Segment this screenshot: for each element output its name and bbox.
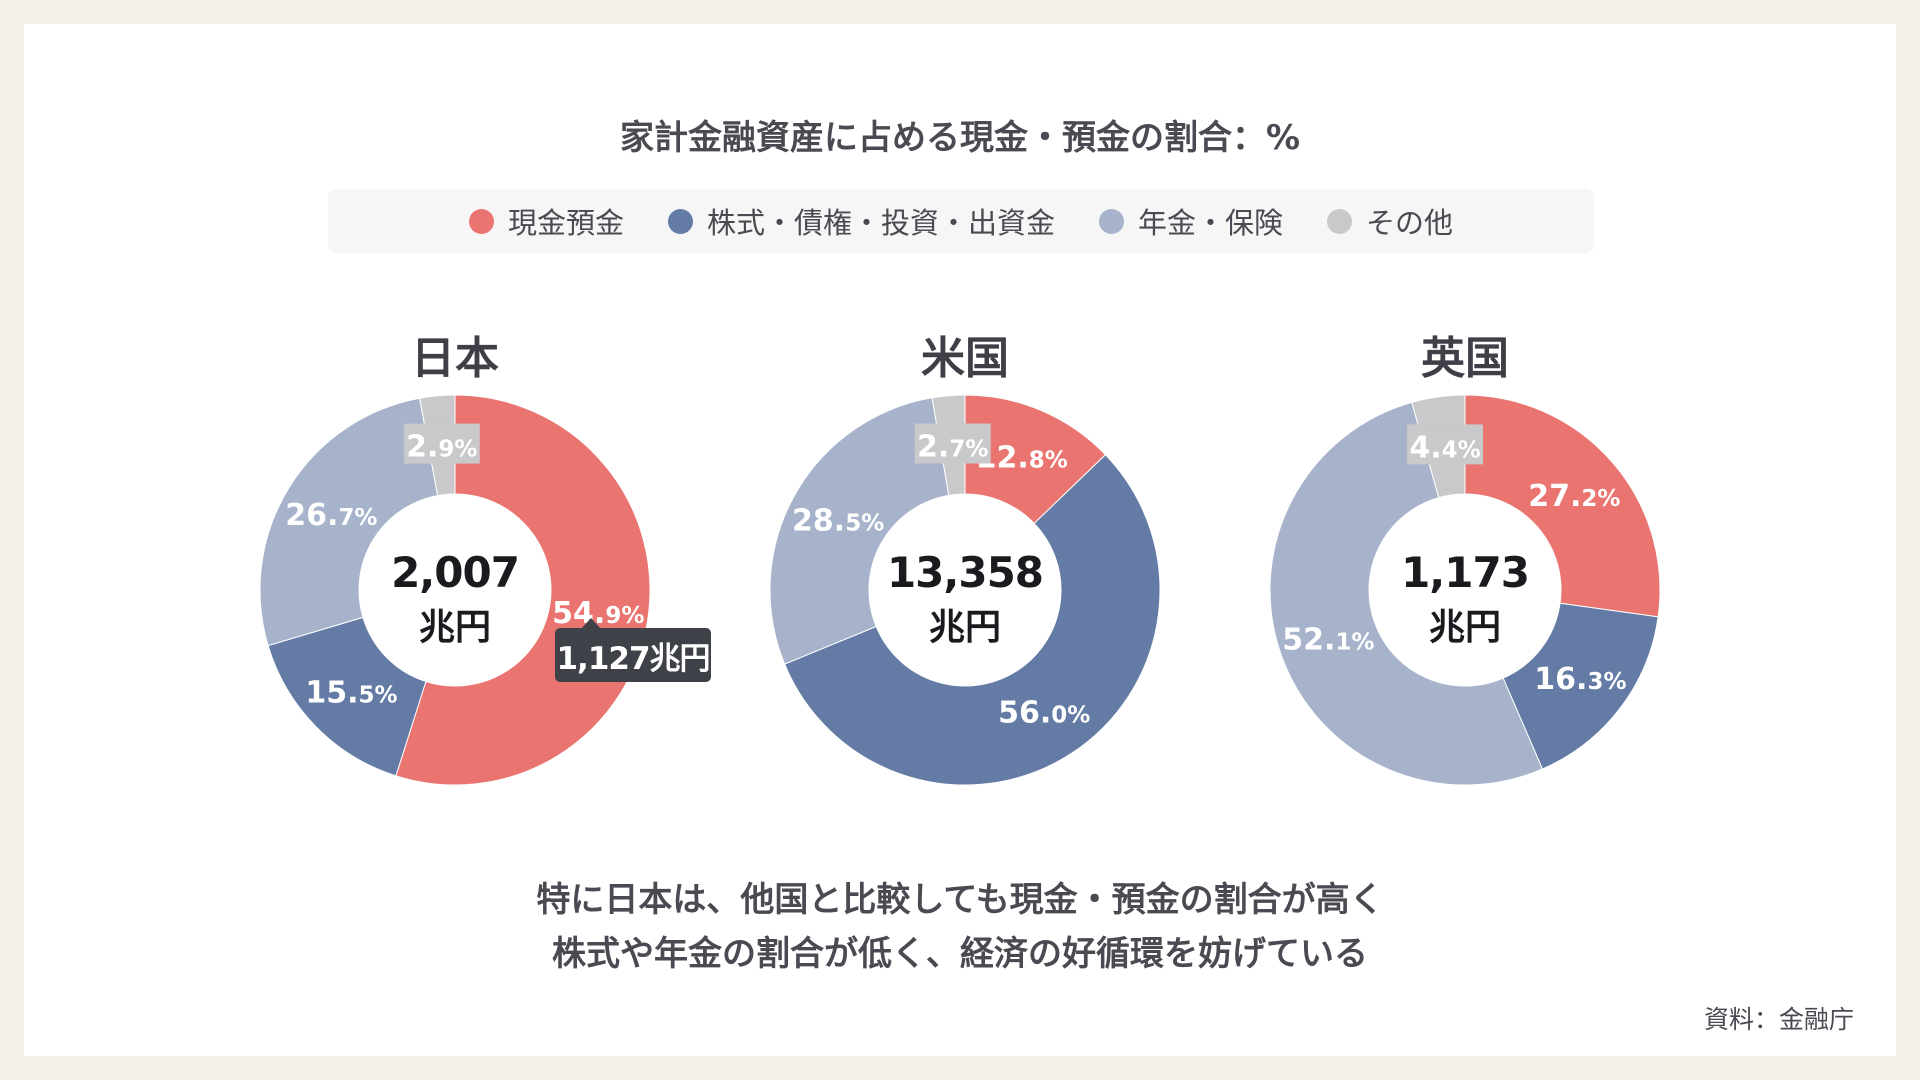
total-uk: 1,173 bbox=[1401, 548, 1530, 597]
legend-label-cash: 現金預金 bbox=[507, 206, 624, 240]
legend-item-pension: 年金・保険 bbox=[1099, 200, 1283, 242]
data-label-cash-2: 27.2% bbox=[1528, 479, 1620, 514]
data-label-text-stocks-0: 15.5% bbox=[305, 676, 397, 711]
total-usa: 13,358 bbox=[886, 548, 1044, 597]
message-line-2: 株式や年金の割合が低く、経済の好循環を妨げている bbox=[552, 934, 1368, 974]
data-label-text-pension-0: 26.7% bbox=[285, 498, 377, 533]
data-label-text-stocks-1: 56.0% bbox=[998, 695, 1090, 730]
data-label-text-cash-2: 27.2% bbox=[1528, 479, 1620, 514]
data-label-stocks-0: 15.5% bbox=[305, 676, 397, 711]
data-label-stocks-1: 56.0% bbox=[998, 695, 1090, 730]
chart-title-japan: 日本 bbox=[411, 333, 499, 384]
legend-item-other: その他 bbox=[1327, 200, 1453, 242]
data-label-text-other-0: 2.9% bbox=[406, 430, 477, 465]
legend-swatch-stocks bbox=[667, 208, 693, 234]
donut-hole-1 bbox=[869, 494, 1061, 686]
unit-uk: 兆円 bbox=[1428, 607, 1501, 648]
unit-japan: 兆円 bbox=[418, 607, 491, 648]
legend-swatch-cash bbox=[468, 208, 494, 234]
unit-usa: 兆円 bbox=[928, 607, 1001, 648]
data-label-bg-other-0 bbox=[403, 423, 480, 464]
data-label-other-2: 4.4% bbox=[1407, 424, 1484, 465]
chart-title: 家計金融資産に占める現金・預金の割合：% bbox=[619, 118, 1301, 158]
source-note: 資料：金融庁 bbox=[1703, 1005, 1854, 1034]
data-label-text-pension-1: 28.5% bbox=[792, 504, 884, 539]
donut-hole-2 bbox=[1369, 494, 1561, 686]
chart-title-usa: 米国 bbox=[921, 333, 1009, 384]
legend: 現金預金 株式・債権・投資・出資金 年金・保険 その他 bbox=[328, 189, 1594, 253]
data-label-stocks-2: 16.3% bbox=[1534, 662, 1626, 697]
data-label-text-pension-2: 52.1% bbox=[1282, 623, 1374, 658]
data-label-other-1: 2.7% bbox=[914, 423, 991, 465]
legend-label-stocks: 株式・債権・投資・出資金 bbox=[706, 206, 1055, 240]
data-label-pension-1: 28.5% bbox=[792, 504, 884, 539]
data-label-other-0: 2.9% bbox=[403, 423, 480, 465]
legend-swatch-other bbox=[1327, 208, 1353, 234]
donut-hole-0 bbox=[359, 494, 551, 686]
legend-label-pension: 年金・保険 bbox=[1138, 206, 1284, 240]
data-label-pension-2: 52.1% bbox=[1282, 623, 1374, 658]
legend-label-other: その他 bbox=[1366, 206, 1454, 240]
data-label-text-stocks-2: 16.3% bbox=[1534, 662, 1626, 697]
total-japan: 2,007 bbox=[391, 548, 520, 597]
data-label-bg-other-1 bbox=[914, 423, 991, 464]
legend-item-cash: 現金預金 bbox=[468, 200, 624, 242]
legend-swatch-pension bbox=[1099, 208, 1124, 234]
cash-amount-callout: 1,127兆円 bbox=[555, 618, 711, 682]
data-label-pension-0: 26.7% bbox=[285, 498, 377, 533]
data-label-text-other-2: 4.4% bbox=[1409, 430, 1480, 465]
data-label-text-other-1: 2.7% bbox=[917, 430, 988, 465]
chart-title-uk: 英国 bbox=[1421, 333, 1509, 384]
legend-item-stocks: 株式・債権・投資・出資金 bbox=[667, 200, 1055, 242]
data-label-bg-other-2 bbox=[1407, 424, 1484, 465]
message-line-1: 特に日本は、他国と比較しても現金・預金の割合が高く bbox=[536, 880, 1384, 920]
